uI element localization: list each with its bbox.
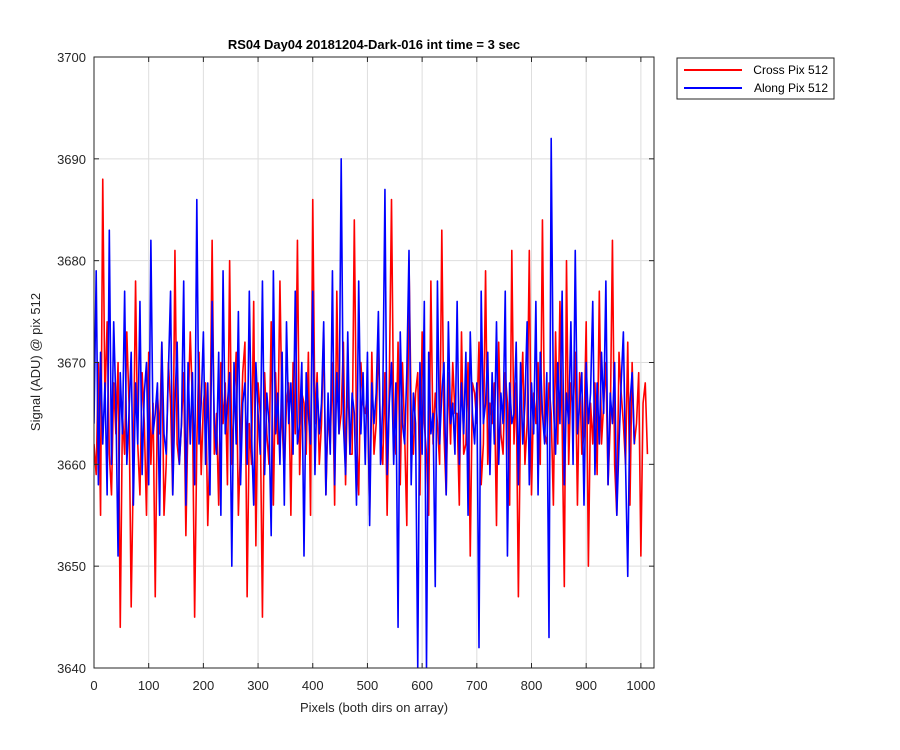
y-tick-label: 3640 <box>57 661 86 676</box>
x-tick-label: 700 <box>466 678 488 693</box>
y-tick-label: 3650 <box>57 559 86 574</box>
x-tick-label: 0 <box>90 678 97 693</box>
x-tick-label: 400 <box>302 678 324 693</box>
x-tick-label: 600 <box>411 678 433 693</box>
x-tick-label: 500 <box>357 678 379 693</box>
y-tick-label: 3660 <box>57 457 86 472</box>
x-tick-label: 1000 <box>626 678 655 693</box>
x-tick-labels: 0 100 200 300 400 500 600 700 800 900 1000 <box>90 678 655 693</box>
x-tick-label: 900 <box>575 678 597 693</box>
legend-label-along: Along Pix 512 <box>754 81 828 95</box>
tick-marks <box>93 56 654 669</box>
y-tick-label: 3700 <box>57 50 86 65</box>
x-tick-label: 800 <box>521 678 543 693</box>
legend-box <box>676 57 835 100</box>
y-tick-label: 3680 <box>57 254 86 269</box>
y-axis-label: Signal (ADU) @ pix 512 <box>28 293 43 431</box>
x-tick-label: 300 <box>247 678 269 693</box>
x-tick-label: 200 <box>193 678 215 693</box>
chart-title: RS04 Day04 20181204-Dark-016 int time = … <box>228 37 520 52</box>
legend[interactable]: Cross Pix 512 Along Pix 512 <box>676 57 835 100</box>
y-tick-label: 3670 <box>57 356 86 371</box>
series-line-along-pix-512 <box>94 137 636 668</box>
x-tick-label: 100 <box>138 678 160 693</box>
legend-label-cross: Cross Pix 512 <box>753 63 828 77</box>
y-tick-labels: 3640 3650 3660 3670 3680 3690 3700 <box>57 50 86 676</box>
series-layer <box>94 137 649 668</box>
y-tick-label: 3690 <box>57 152 86 167</box>
x-axis-label: Pixels (both dirs on array) <box>300 700 448 715</box>
